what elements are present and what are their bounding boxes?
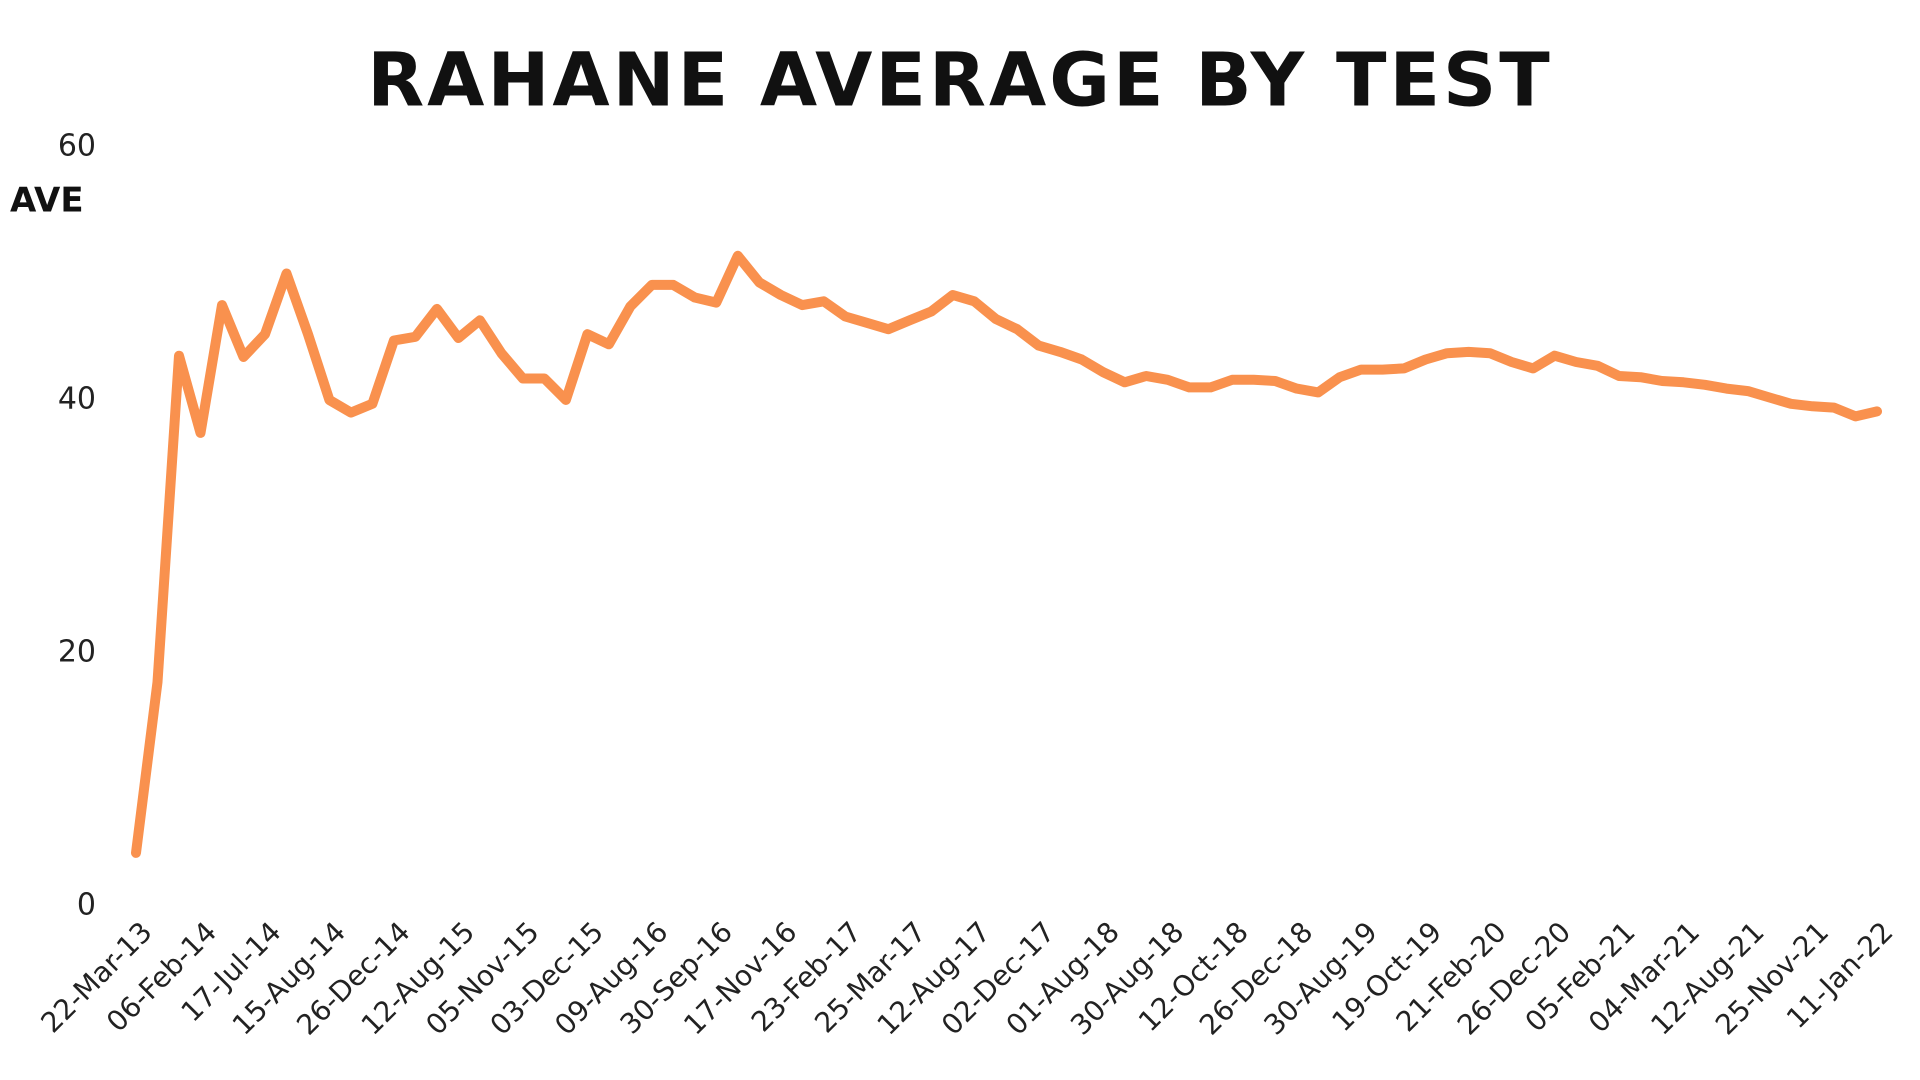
y-tick-label: 20 — [58, 635, 96, 670]
y-axis-label: AVE — [10, 181, 84, 221]
data-line — [131, 250, 1882, 858]
y-tick-label: 0 — [77, 888, 96, 923]
chart-title: RAHANE AVERAGE BY TEST — [367, 38, 1553, 124]
y-tick-label: 60 — [58, 129, 96, 164]
y-tick-label: 40 — [58, 382, 96, 417]
